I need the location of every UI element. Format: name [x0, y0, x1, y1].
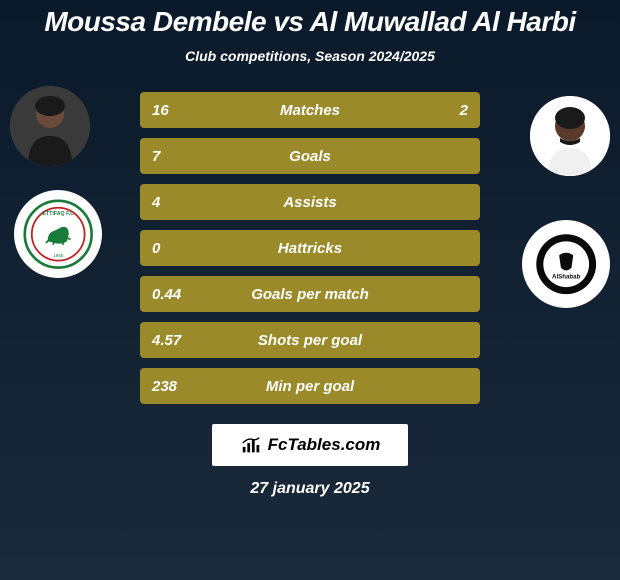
- stat-left-value: 0: [152, 240, 160, 257]
- svg-text:AlShabab: AlShabab: [552, 273, 581, 280]
- stat-label: Assists: [283, 194, 336, 211]
- date-text: 27 january 2025: [250, 480, 369, 498]
- brand-text: FcTables.com: [268, 435, 381, 455]
- stat-left-value: 4.57: [152, 332, 181, 349]
- player1-club-badge: ETTIFAQ F.C 1945: [14, 190, 102, 278]
- stat-row-goals: 7 Goals: [140, 138, 480, 174]
- stat-label: Matches: [280, 102, 340, 119]
- alshabab-badge-icon: AlShabab: [531, 229, 601, 299]
- stat-row-assists: 4 Assists: [140, 184, 480, 220]
- stat-left-value: 7: [152, 148, 160, 165]
- footer: FcTables.com 27 january 2025: [0, 424, 620, 498]
- player2-avatar: [530, 96, 610, 176]
- player1-photo-icon: [10, 86, 90, 166]
- stat-label: Goals: [289, 148, 331, 165]
- stat-left-value: 238: [152, 378, 177, 395]
- player1-name: Moussa Dembele: [44, 6, 266, 37]
- stat-row-min-per-goal: 238 Min per goal: [140, 368, 480, 404]
- stat-right-value: 2: [460, 102, 468, 119]
- page-title: Moussa Dembele vs Al Muwallad Al Harbi: [0, 6, 620, 38]
- stat-row-goals-per-match: 0.44 Goals per match: [140, 276, 480, 312]
- player2-photo-icon: [530, 96, 610, 176]
- stat-row-shots-per-goal: 4.57 Shots per goal: [140, 322, 480, 358]
- header: Moussa Dembele vs Al Muwallad Al Harbi C…: [0, 0, 620, 64]
- stat-left-value: 0.44: [152, 286, 181, 303]
- player1-avatar: [10, 86, 90, 166]
- subtitle: Club competitions, Season 2024/2025: [0, 48, 620, 64]
- main-content: ETTIFAQ F.C 1945 AlShabab 16 Matches 2 7…: [0, 92, 620, 404]
- vs-text: vs: [273, 6, 303, 37]
- ettifaq-badge-icon: ETTIFAQ F.C 1945: [23, 199, 93, 269]
- stat-label: Goals per match: [251, 286, 369, 303]
- svg-text:1945: 1945: [53, 253, 63, 258]
- stat-row-matches: 16 Matches 2: [140, 92, 480, 128]
- chart-icon: [240, 434, 262, 456]
- stat-label: Shots per goal: [258, 332, 362, 349]
- stat-left-value: 16: [152, 102, 169, 119]
- brand-badge: FcTables.com: [212, 424, 409, 466]
- svg-text:ETTIFAQ F.C: ETTIFAQ F.C: [42, 211, 74, 217]
- stat-row-hattricks: 0 Hattricks: [140, 230, 480, 266]
- stats-table: 16 Matches 2 7 Goals 4 Assists 0 Hattric…: [140, 92, 480, 404]
- player2-name: Al Muwallad Al Harbi: [310, 6, 576, 37]
- stat-label: Hattricks: [278, 240, 342, 257]
- stat-label: Min per goal: [266, 378, 354, 395]
- player2-club-badge: AlShabab: [522, 220, 610, 308]
- stat-left-value: 4: [152, 194, 160, 211]
